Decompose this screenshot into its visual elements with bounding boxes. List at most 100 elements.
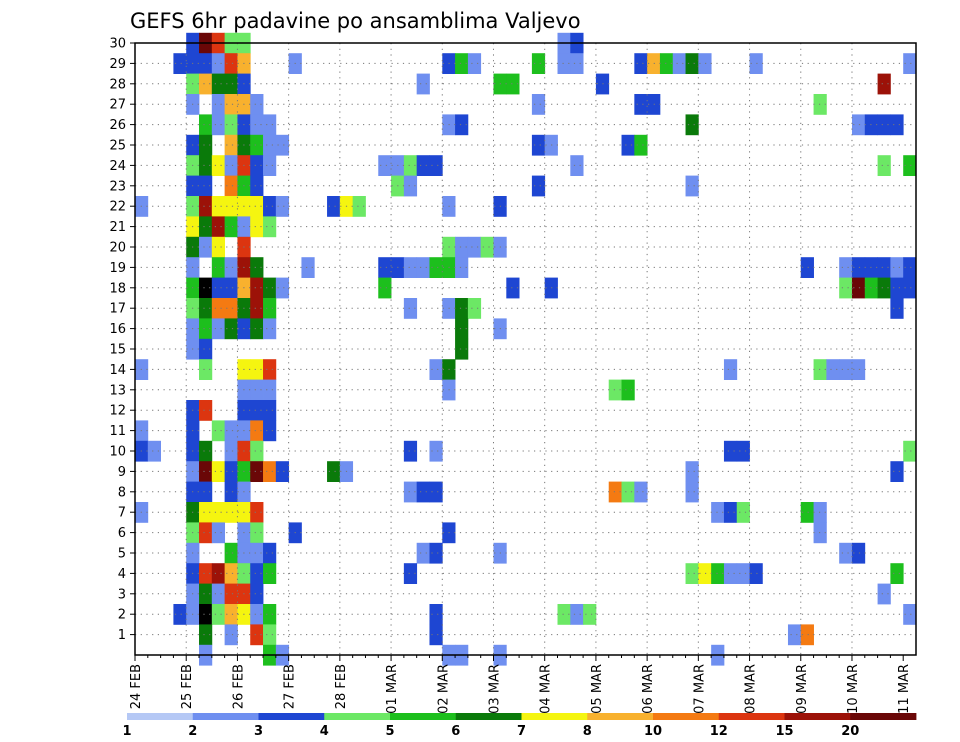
heatmap-cell xyxy=(685,175,699,197)
heatmap-cell xyxy=(263,196,277,217)
heatmap-cells xyxy=(135,32,917,666)
heatmap-cell xyxy=(877,257,891,278)
heatmap-cell xyxy=(903,155,917,176)
x-axis: 24 FEB 25 FEB 26 FEB 27 FEB 28 FEB 01 MAR 02 M… xyxy=(129,655,912,714)
heatmap-cell xyxy=(275,277,290,299)
heatmap-cell xyxy=(211,196,226,217)
heatmap-cell xyxy=(851,542,866,564)
heatmap-cell xyxy=(211,502,226,523)
heatmap-cell xyxy=(275,134,290,156)
heatmap-cell xyxy=(621,481,635,503)
heatmap-cell xyxy=(199,155,213,176)
heatmap-cell xyxy=(851,257,866,278)
heatmap-cell xyxy=(250,604,264,625)
x-tick-label: 24 FEB xyxy=(129,664,144,709)
chart-title: GEFS 6hr padavine po ansamblima Valjevo xyxy=(130,9,581,33)
heatmap-cell xyxy=(250,155,264,176)
heatmap-cell xyxy=(199,359,213,380)
y-tick-label: 10 xyxy=(109,445,126,460)
y-tick-label: 29 xyxy=(109,57,126,72)
heatmap-cell xyxy=(211,461,226,482)
heatmap-cell xyxy=(250,94,264,115)
colorbar: 1 2 3 4 5 6 7 8 10 12 15 20 xyxy=(122,713,917,739)
heatmap-cell xyxy=(429,155,443,176)
heatmap-cell xyxy=(531,94,546,115)
heatmap-cell xyxy=(250,542,264,564)
heatmap-cell xyxy=(621,134,635,156)
heatmap-cell xyxy=(250,502,264,523)
heatmap-cell xyxy=(224,196,238,217)
heatmap-cell xyxy=(698,563,712,584)
colorbar-swatch xyxy=(587,713,654,720)
heatmap-cell xyxy=(211,155,226,176)
heatmap-cell xyxy=(634,134,648,156)
heatmap-cell xyxy=(506,73,520,95)
heatmap-cell xyxy=(250,563,264,584)
y-tick-label: 9 xyxy=(118,465,126,480)
heatmap-cell xyxy=(224,216,238,238)
colorbar-label: 7 xyxy=(517,724,526,739)
heatmap-cell xyxy=(877,155,891,176)
heatmap-cell xyxy=(851,359,866,380)
heatmap-cell xyxy=(199,481,213,503)
heatmap-cell xyxy=(685,481,699,503)
heatmap-cell xyxy=(467,298,482,319)
y-tick-label: 27 xyxy=(109,98,126,113)
heatmap-cell xyxy=(275,196,290,217)
heatmap-cell xyxy=(211,236,226,258)
heatmap-cell xyxy=(403,298,418,319)
y-tick-label: 25 xyxy=(109,139,126,154)
heatmap-cell xyxy=(224,583,238,605)
heatmap-cell xyxy=(224,298,238,319)
heatmap-cell xyxy=(250,400,264,421)
heatmap-cell xyxy=(263,298,277,319)
heatmap-cell xyxy=(736,563,750,584)
heatmap-cell xyxy=(250,114,264,136)
heatmap-cell xyxy=(480,236,494,258)
heatmap-cell xyxy=(199,624,213,646)
heatmap-cell xyxy=(224,175,238,197)
heatmap-cell xyxy=(147,440,161,462)
heatmap-cell xyxy=(877,73,891,95)
heatmap-cell xyxy=(224,542,238,564)
colorbar-swatch xyxy=(192,713,259,720)
heatmap-cell xyxy=(723,359,738,380)
heatmap-cell xyxy=(224,53,238,74)
heatmap-cell xyxy=(250,461,264,482)
heatmap-cell xyxy=(352,196,366,217)
heatmap-cell xyxy=(800,624,814,646)
heatmap-cell xyxy=(839,277,853,299)
heatmap-cell xyxy=(570,155,584,176)
colorbar-swatch xyxy=(127,713,194,720)
heatmap-cell xyxy=(250,359,264,380)
heatmap-cell xyxy=(570,53,584,74)
heatmap-cell xyxy=(199,318,213,340)
y-tick-label: 7 xyxy=(118,506,126,521)
heatmap-cell xyxy=(211,583,226,605)
heatmap-cell xyxy=(685,114,699,136)
heatmap-cell xyxy=(199,440,213,462)
heatmap-cell xyxy=(890,298,904,319)
heatmap-cell xyxy=(570,604,584,625)
heatmap-cell xyxy=(583,604,597,625)
heatmap-cell xyxy=(263,624,277,646)
heatmap-cell xyxy=(224,318,238,340)
x-tick-label: 04 MAR xyxy=(539,664,554,714)
heatmap-cell xyxy=(199,502,213,523)
heatmap-cell xyxy=(659,53,674,74)
heatmap-cell xyxy=(263,563,277,584)
heatmap-cell xyxy=(224,502,238,523)
heatmap-cell xyxy=(711,563,725,584)
heatmap-cell xyxy=(455,114,469,136)
heatmap-cell xyxy=(263,318,277,340)
x-tick-label: 28 FEB xyxy=(334,664,349,709)
heatmap-cell xyxy=(211,94,226,115)
heatmap-cell xyxy=(467,236,482,258)
heatmap-cell xyxy=(839,257,853,278)
colorbar-label: 6 xyxy=(451,724,460,739)
heatmap-cell xyxy=(672,53,686,74)
heatmap-cell xyxy=(199,461,213,482)
x-tick-label: 05 MAR xyxy=(590,664,605,714)
heatmap-cell xyxy=(429,624,443,646)
heatmap-cell xyxy=(416,73,430,95)
